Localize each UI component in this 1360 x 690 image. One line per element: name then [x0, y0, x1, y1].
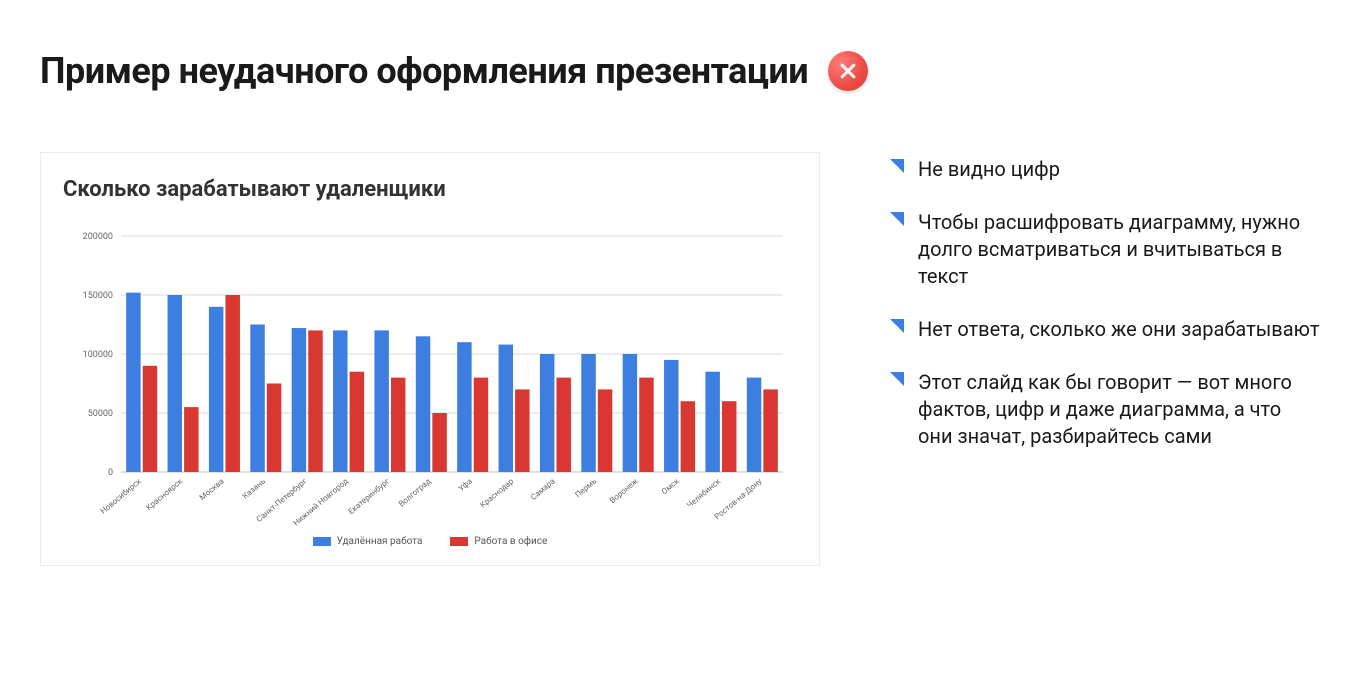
bullet-item: Чтобы расшифровать диаграмму, нужно долг… — [890, 209, 1320, 290]
svg-text:Самара: Самара — [529, 477, 557, 502]
svg-text:Омск: Омск — [660, 476, 682, 496]
bad-example-icon — [828, 51, 868, 91]
svg-text:Воронеж: Воронеж — [608, 476, 640, 505]
svg-text:Казань: Казань — [241, 477, 267, 501]
close-icon — [838, 61, 858, 81]
svg-text:Челябинск: Челябинск — [685, 476, 723, 510]
content-row: Сколько зарабатывают удаленщики 0 50000 10… — [40, 152, 1320, 566]
svg-text:Красноярск: Красноярск — [144, 476, 185, 512]
page-title: Пример неудачного оформления презентации — [40, 50, 808, 92]
svg-text:200000: 200000 — [83, 232, 113, 242]
legend-item: Удалённая работа — [313, 536, 423, 547]
svg-text:0: 0 — [108, 468, 113, 478]
legend-label: Работа в офисе — [474, 536, 547, 547]
bullet-marker-icon — [890, 212, 904, 226]
svg-text:Уфа: Уфа — [457, 477, 474, 493]
bullet-marker-icon — [890, 319, 904, 333]
svg-text:Екатеринбург: Екатеринбург — [347, 476, 392, 516]
bullet-text: Не видно цифр — [918, 156, 1060, 183]
bullet-list: Не видно цифр Чтобы расшифровать диаграмм… — [890, 152, 1320, 450]
bullet-marker-icon — [890, 159, 904, 173]
svg-text:Пермь: Пермь — [573, 477, 598, 500]
bullet-text: Чтобы расшифровать диаграмму, нужно долг… — [918, 209, 1320, 290]
bar-chart: 050000100000150000200000НовосибирскКрасн… — [63, 230, 793, 530]
legend-label: Удалённая работа — [337, 536, 423, 547]
chart-legend: Удалённая работа Работа в офисе — [63, 536, 797, 547]
bullet-text: Этот слайд как бы говорит — вот много фа… — [918, 369, 1320, 450]
svg-text:100000: 100000 — [83, 350, 113, 360]
chart-title: Сколько зарабатывают удаленщики — [63, 177, 797, 202]
svg-text:Москва: Москва — [198, 477, 226, 503]
legend-swatch — [313, 537, 331, 546]
bullet-text: Нет ответа, сколько же они зарабатывают — [918, 316, 1320, 343]
bullet-marker-icon — [890, 372, 904, 386]
svg-text:150000: 150000 — [83, 291, 113, 301]
svg-text:Краснодар: Краснодар — [478, 476, 515, 509]
bullet-item: Нет ответа, сколько же они зарабатывают — [890, 316, 1320, 343]
chart-card: Сколько зарабатывают удаленщики 0 50000 10… — [40, 152, 820, 566]
svg-text:Новосибирск: Новосибирск — [99, 476, 144, 516]
svg-text:50000: 50000 — [88, 409, 113, 419]
header: Пример неудачного оформления презентации — [40, 50, 1320, 92]
chart-area: 050000100000150000200000НовосибирскКрасн… — [63, 230, 797, 530]
bullet-item: Не видно цифр — [890, 156, 1320, 183]
legend-swatch — [450, 537, 468, 546]
legend-item: Работа в офисе — [450, 536, 547, 547]
bullet-item: Этот слайд как бы говорит — вот много фа… — [890, 369, 1320, 450]
svg-text:Волгоград: Волгоград — [397, 477, 433, 509]
